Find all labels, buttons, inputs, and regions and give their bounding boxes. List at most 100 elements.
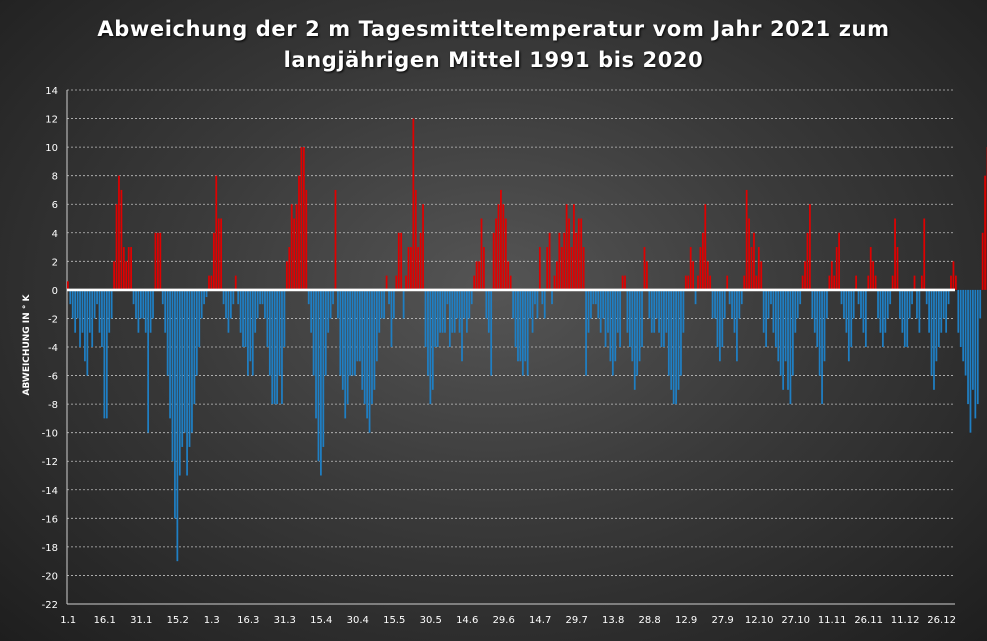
bar bbox=[122, 247, 125, 290]
bar bbox=[195, 289, 198, 376]
bar bbox=[135, 289, 137, 319]
bar bbox=[373, 289, 376, 390]
bar bbox=[976, 289, 979, 405]
bar bbox=[178, 289, 181, 476]
bar bbox=[604, 289, 607, 347]
bar bbox=[320, 289, 322, 476]
x-tick-label: 14.6 bbox=[456, 615, 478, 626]
bar bbox=[974, 289, 977, 419]
bar bbox=[714, 289, 716, 319]
bar bbox=[193, 289, 196, 405]
bar bbox=[823, 289, 826, 362]
chart-title: Abweichung der 2 m Tagesmitteltemperatur… bbox=[97, 17, 890, 72]
bar bbox=[607, 289, 609, 333]
bar bbox=[959, 289, 962, 347]
x-tick-label: 27.10 bbox=[781, 615, 810, 626]
bar bbox=[967, 289, 969, 405]
bar bbox=[298, 175, 300, 290]
bar bbox=[69, 289, 72, 305]
bar bbox=[925, 289, 928, 305]
bar bbox=[536, 289, 539, 319]
bar bbox=[560, 247, 563, 290]
bar bbox=[947, 289, 950, 305]
bar bbox=[984, 175, 986, 290]
bar bbox=[161, 289, 164, 305]
bar bbox=[570, 247, 573, 290]
bar bbox=[548, 232, 551, 290]
bar bbox=[470, 289, 473, 305]
bar bbox=[212, 232, 215, 290]
bar bbox=[402, 289, 405, 319]
bar bbox=[105, 289, 108, 419]
bar bbox=[860, 289, 862, 319]
bar bbox=[502, 204, 505, 290]
bar bbox=[950, 275, 952, 290]
bar bbox=[794, 289, 797, 333]
bar bbox=[748, 218, 750, 290]
bar bbox=[113, 261, 115, 290]
bar bbox=[774, 289, 777, 347]
bar bbox=[266, 289, 269, 347]
bar bbox=[71, 289, 74, 319]
bar bbox=[249, 289, 252, 362]
bar bbox=[461, 289, 463, 362]
x-tick-label: 30.4 bbox=[347, 615, 369, 626]
bar bbox=[419, 232, 422, 290]
bar bbox=[903, 289, 906, 347]
bar bbox=[312, 289, 315, 376]
bar bbox=[658, 289, 660, 333]
bar bbox=[594, 289, 597, 305]
bar bbox=[110, 289, 113, 319]
bar bbox=[879, 289, 882, 333]
bar bbox=[346, 289, 349, 405]
bar bbox=[784, 289, 787, 362]
bar bbox=[234, 275, 237, 290]
bar bbox=[526, 289, 529, 376]
bar bbox=[641, 289, 643, 347]
bar bbox=[719, 289, 721, 362]
bar bbox=[237, 289, 240, 305]
x-tick-label: 15.5 bbox=[383, 615, 405, 626]
bar bbox=[694, 289, 697, 305]
bar bbox=[889, 289, 892, 305]
bar bbox=[765, 289, 767, 347]
bar bbox=[417, 247, 420, 290]
bar bbox=[733, 289, 736, 333]
bar bbox=[757, 247, 760, 290]
x-tick-label: 28.8 bbox=[639, 615, 661, 626]
bar bbox=[916, 289, 918, 319]
bar bbox=[225, 289, 227, 319]
bar bbox=[463, 289, 466, 319]
bar bbox=[468, 289, 471, 319]
x-tick-label: 16.3 bbox=[237, 615, 259, 626]
bar bbox=[169, 289, 171, 419]
bar bbox=[490, 289, 493, 376]
bar bbox=[592, 289, 595, 305]
bar bbox=[847, 289, 850, 362]
x-tick-label: 31.3 bbox=[274, 615, 296, 626]
bar bbox=[448, 289, 451, 347]
bar bbox=[271, 289, 274, 405]
bar bbox=[281, 289, 283, 405]
bar bbox=[344, 289, 347, 419]
bar bbox=[538, 247, 541, 290]
bar bbox=[701, 232, 704, 290]
bar bbox=[940, 289, 943, 333]
y-tick-label: 4 bbox=[52, 229, 58, 240]
bar bbox=[149, 289, 152, 333]
bar bbox=[405, 275, 407, 290]
bar bbox=[789, 289, 792, 405]
bar bbox=[439, 289, 441, 333]
bar bbox=[315, 289, 317, 419]
bar bbox=[393, 289, 395, 319]
y-tick-label: -22 bbox=[42, 600, 58, 611]
y-tick-label: -4 bbox=[48, 343, 58, 354]
bar bbox=[638, 289, 641, 362]
bar bbox=[563, 232, 566, 290]
bar bbox=[937, 289, 940, 347]
bar bbox=[74, 289, 77, 333]
bar bbox=[147, 289, 150, 433]
bar bbox=[799, 289, 802, 305]
bar bbox=[256, 289, 259, 319]
